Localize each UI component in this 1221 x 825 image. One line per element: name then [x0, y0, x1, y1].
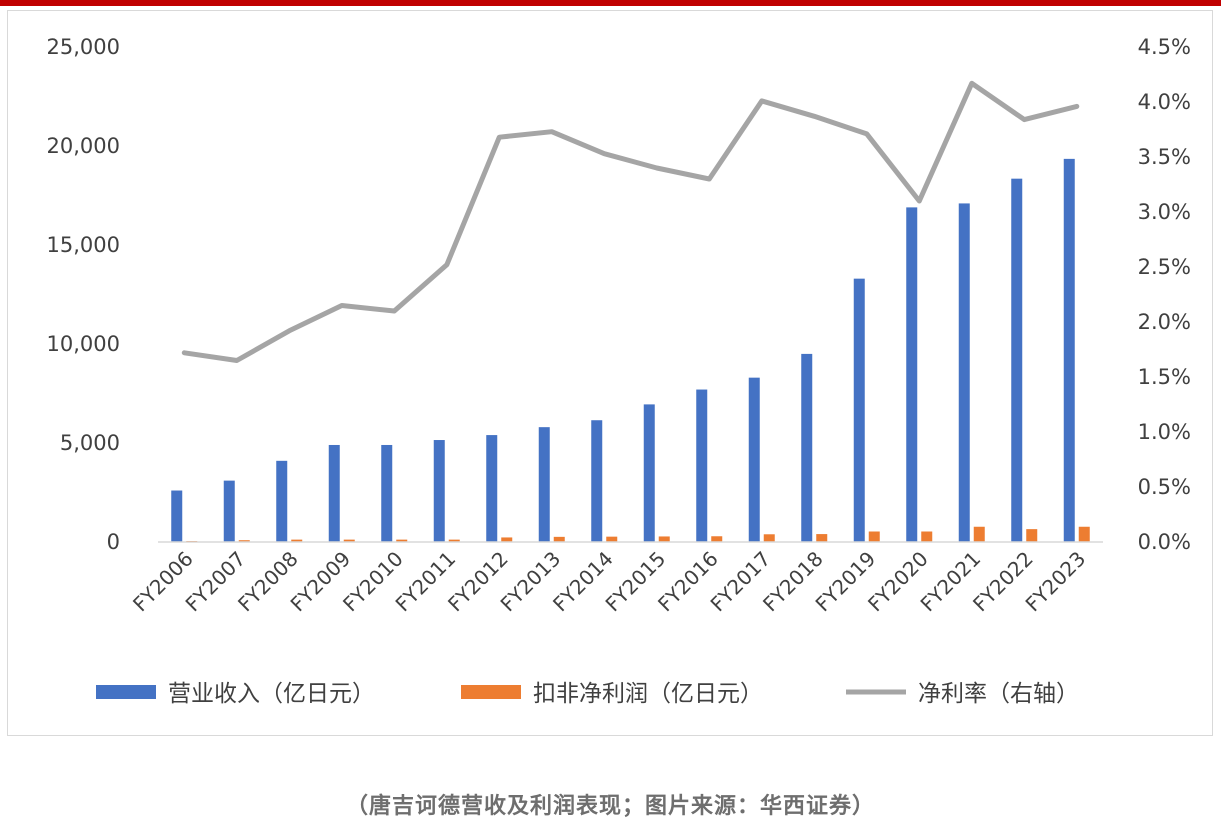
- net-margin-polyline: [181, 80, 1080, 363]
- revenue-bars: [171, 158, 1075, 543]
- right-tick-label: 2.5%: [1138, 255, 1191, 279]
- x-axis-ticks: FY2006FY2007FY2008FY2009FY2010FY2011FY20…: [128, 547, 1090, 617]
- profit-bar: [868, 531, 880, 542]
- profit-bar: [763, 534, 775, 542]
- right-tick-label: 3.5%: [1138, 145, 1191, 169]
- profit-bar: [711, 536, 723, 542]
- legend-label: 净利率（右轴）: [918, 681, 1079, 707]
- profit-bars: [186, 526, 1090, 543]
- left-tick-label: 25,000: [47, 35, 120, 59]
- right-tick-label: 3.0%: [1138, 200, 1191, 224]
- profit-bar: [448, 539, 460, 542]
- right-tick-label: 1.0%: [1138, 420, 1191, 444]
- profit-bar: [343, 539, 355, 542]
- profit-bar: [973, 526, 985, 542]
- left-tick-label: 15,000: [47, 233, 120, 257]
- profit-bar: [816, 534, 828, 542]
- profit-bar: [291, 539, 303, 542]
- right-tick-label: 2.0%: [1138, 310, 1191, 334]
- profit-bar: [501, 537, 513, 542]
- profit-bar: [238, 540, 250, 542]
- profit-bar: [658, 536, 670, 542]
- chart-frame: 0 5,000 10,000 15,000 20,000 25,000 0.0% 0.5% 1…: [7, 10, 1213, 736]
- revenue-bar: [853, 278, 865, 542]
- revenue-bar: [433, 440, 445, 542]
- revenue-bar: [643, 404, 655, 542]
- revenue-bar: [171, 490, 183, 542]
- right-tick-label: 4.0%: [1138, 90, 1191, 114]
- revenue-bar: [906, 207, 918, 542]
- revenue-bar: [1063, 158, 1075, 542]
- source-caption: （唐吉诃德营收及利润表现；图片来源：华西证券）: [345, 794, 875, 819]
- revenue-bar: [696, 389, 708, 542]
- revenue-bar: [223, 480, 235, 542]
- profit-bar: [921, 531, 933, 542]
- left-tick-label: 20,000: [47, 134, 120, 158]
- profit-bar: [606, 536, 618, 542]
- revenue-bar: [958, 203, 970, 543]
- net-margin-line: [181, 80, 1080, 363]
- revenue-bar: [538, 427, 550, 542]
- revenue-profit-chart: 0 5,000 10,000 15,000 20,000 25,000 0.0% 0.5% 1…: [47, 35, 1191, 707]
- right-tick-label: 0.5%: [1138, 475, 1191, 499]
- legend-swatch: [96, 685, 156, 699]
- profit-bar: [1078, 526, 1090, 542]
- left-tick-label: 0: [107, 530, 120, 554]
- right-axis-ticks: 0.0% 0.5% 1.0% 1.5% 2.0% 2.5% 3.0% 3.5% 4.0% 4.5%: [1138, 35, 1191, 554]
- profit-bar: [1026, 529, 1038, 542]
- legend-swatch: [461, 685, 521, 699]
- revenue-bar: [486, 435, 498, 542]
- right-tick-label: 1.5%: [1138, 365, 1191, 389]
- revenue-bar: [801, 353, 813, 542]
- left-tick-label: 5,000: [60, 431, 120, 455]
- top-red-rule: [0, 0, 1221, 6]
- right-tick-label: 0.0%: [1138, 530, 1191, 554]
- left-tick-label: 10,000: [47, 332, 120, 356]
- profit-bar: [396, 539, 408, 542]
- profit-bar: [553, 536, 565, 542]
- legend-label: 扣非净利润（亿日元）: [533, 681, 763, 707]
- revenue-bar: [381, 444, 393, 542]
- revenue-bar: [1011, 178, 1023, 543]
- left-axis-ticks: 0 5,000 10,000 15,000 20,000 25,000: [47, 35, 120, 554]
- revenue-bar: [748, 377, 760, 542]
- legend-label: 营业收入（亿日元）: [168, 681, 375, 707]
- revenue-bar: [328, 444, 340, 542]
- legend: 营业收入（亿日元） 扣非净利润（亿日元） 净利率（右轴）: [96, 681, 1079, 707]
- revenue-bar: [276, 460, 288, 542]
- revenue-bar: [591, 420, 603, 542]
- right-tick-label: 4.5%: [1138, 35, 1191, 59]
